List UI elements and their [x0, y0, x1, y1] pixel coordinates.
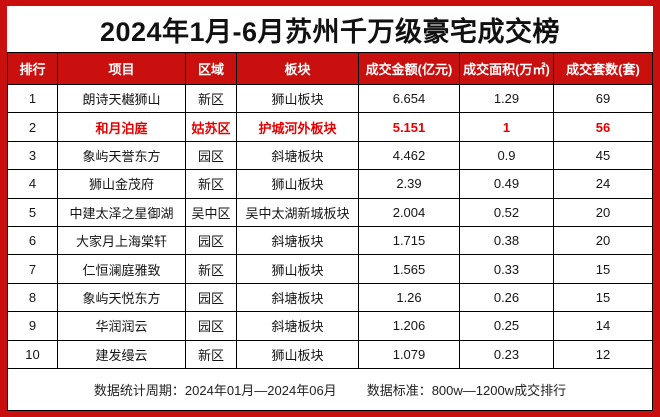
cell-block: 斜塘板块: [237, 141, 359, 170]
table-row: 8 象屿天悦东方 园区 斜塘板块 1.26 0.26 15: [8, 283, 652, 313]
cell-rank: 4: [8, 170, 58, 198]
header-block: 板块: [237, 53, 359, 84]
table-header-row: 排行 项目 区域 板块 成交金额(亿元) 成交面积(万㎡) 成交套数(套): [8, 53, 652, 85]
cell-rank: 1: [8, 85, 58, 113]
cell-project: 华润润云: [58, 312, 186, 340]
table-row: 1 朗诗天樾狮山 新区 狮山板块 6.654 1.29 69: [8, 85, 652, 114]
cell-amount: 1.715: [359, 226, 460, 255]
table-row: 9 华润润云 园区 斜塘板块 1.206 0.25 14: [8, 312, 652, 341]
cell-units: 15: [595, 289, 611, 305]
cell-units: 12: [595, 346, 611, 362]
cell-area: 1.29: [460, 85, 554, 113]
cell-area: 0.25: [460, 312, 554, 340]
header-rank: 排行: [8, 53, 58, 84]
cell-region: 园区: [186, 226, 237, 255]
cell-rank: 5: [8, 198, 58, 226]
cell-block: 斜塘板块: [237, 283, 359, 312]
cell-units: 20: [595, 233, 611, 249]
cell-amount: 1.565: [359, 255, 460, 283]
cell-block: 狮山板块: [237, 85, 359, 113]
header-area: 成交面积(万㎡): [460, 53, 554, 84]
table-row: 10 建发缦云 新区 狮山板块 1.079 0.23 12: [8, 340, 652, 369]
cell-project: 仁恒澜庭雅致: [58, 255, 186, 283]
cell-region: 新区: [186, 340, 237, 368]
cell-region: 新区: [186, 255, 237, 283]
cell-amount: 2.004: [359, 198, 460, 226]
cell-rank: 2: [8, 113, 58, 141]
cell-region: 园区: [186, 312, 237, 340]
table-footer: 数据统计周期：2024年01月—2024年06月 数据标准：800w—1200w…: [8, 368, 652, 410]
cell-area: 0.26: [460, 283, 554, 312]
cell-project: 朗诗天樾狮山: [58, 85, 186, 113]
table-row: 2 和月泊庭 姑苏区 护城河外板块 5.151 1 56: [8, 113, 652, 142]
cell-block: 护城河外板块: [237, 113, 359, 141]
cell-region: 新区: [186, 170, 237, 198]
cell-area: 0.9: [460, 141, 554, 170]
header-project: 项目: [58, 53, 186, 84]
cell-rank: 3: [8, 141, 58, 170]
cell-block: 斜塘板块: [237, 226, 359, 255]
cell-region: 园区: [186, 141, 237, 170]
header-region: 区域: [186, 53, 237, 84]
cell-project: 建发缦云: [58, 340, 186, 368]
cell-region: 姑苏区: [186, 113, 237, 141]
cell-block: 狮山板块: [237, 170, 359, 198]
cell-amount: 5.151: [359, 113, 460, 141]
cell-units: 69: [595, 91, 611, 107]
cell-project: 狮山金茂府: [58, 170, 186, 198]
cell-amount: 1.079: [359, 340, 460, 368]
cell-rank: 8: [8, 283, 58, 312]
cell-area: 0.23: [460, 340, 554, 368]
cell-project: 和月泊庭: [58, 113, 186, 141]
table-row: 7 仁恒澜庭雅致 新区 狮山板块 1.565 0.33 15: [8, 255, 652, 284]
cell-amount: 1.26: [359, 283, 460, 312]
table-row: 6 大家月上海棠轩 园区 斜塘板块 1.715 0.38 20: [8, 226, 652, 256]
cell-project: 大家月上海棠轩: [58, 226, 186, 255]
cell-rank: 7: [8, 255, 58, 283]
cell-units: 14: [595, 318, 611, 334]
cell-block: 吴中太湖新城板块: [237, 198, 359, 226]
cell-area: 0.33: [460, 255, 554, 283]
cell-rank: 10: [8, 340, 58, 368]
cell-amount: 4.462: [359, 141, 460, 170]
footer-period-note: 数据统计周期：2024年01月—2024年06月: [93, 382, 337, 398]
cell-block: 狮山板块: [237, 340, 359, 368]
cell-region: 园区: [186, 283, 237, 312]
cell-units: 24: [595, 176, 611, 192]
cell-amount: 2.39: [359, 170, 460, 198]
cell-block: 狮山板块: [237, 255, 359, 283]
table-row: 3 象屿天誉东方 园区 斜塘板块 4.462 0.9 45: [8, 141, 652, 171]
cell-area: 0.52: [460, 198, 554, 226]
cell-rank: 9: [8, 312, 58, 340]
cell-units: 15: [595, 261, 611, 277]
table-body: 1 朗诗天樾狮山 新区 狮山板块 6.654 1.29 69 2 和月泊庭 姑苏区 护城河外板块 5.…: [8, 85, 652, 369]
cell-rank: 6: [8, 226, 58, 255]
cell-block: 斜塘板块: [237, 312, 359, 340]
cell-amount: 1.206: [359, 312, 460, 340]
cell-units: 56: [595, 119, 611, 135]
header-amount: 成交金额(亿元): [359, 53, 460, 84]
cell-units: 20: [595, 204, 611, 220]
cell-units: 45: [595, 147, 611, 163]
cell-area: 0.38: [460, 226, 554, 255]
cell-project: 象屿天誉东方: [58, 141, 186, 170]
cell-project: 中建太泽之星御湖: [58, 198, 186, 226]
header-units: 成交套数(套): [566, 62, 640, 77]
cell-amount: 6.654: [359, 85, 460, 113]
cell-area: 1: [460, 113, 554, 141]
table-row: 4 狮山金茂府 新区 狮山板块 2.39 0.49 24: [8, 170, 652, 199]
cell-area: 0.49: [460, 170, 554, 198]
cell-project: 象屿天悦东方: [58, 283, 186, 312]
table-row: 5 中建太泽之星御湖 吴中区 吴中太湖新城板块 2.004 0.52 20: [8, 198, 652, 227]
footer-standard-note: 数据标准：800w—1200w成交排行: [366, 382, 567, 398]
ranking-table: 排行 项目 区域 板块 成交金额(亿元) 成交面积(万㎡) 成交套数(套) 1 朗诗天樾狮山新…: [7, 52, 653, 411]
cell-region: 新区: [186, 85, 237, 113]
page-title: 2024年1月-6月苏州千万级豪宅成交榜: [7, 6, 653, 52]
cell-region: 吴中区: [186, 198, 237, 226]
